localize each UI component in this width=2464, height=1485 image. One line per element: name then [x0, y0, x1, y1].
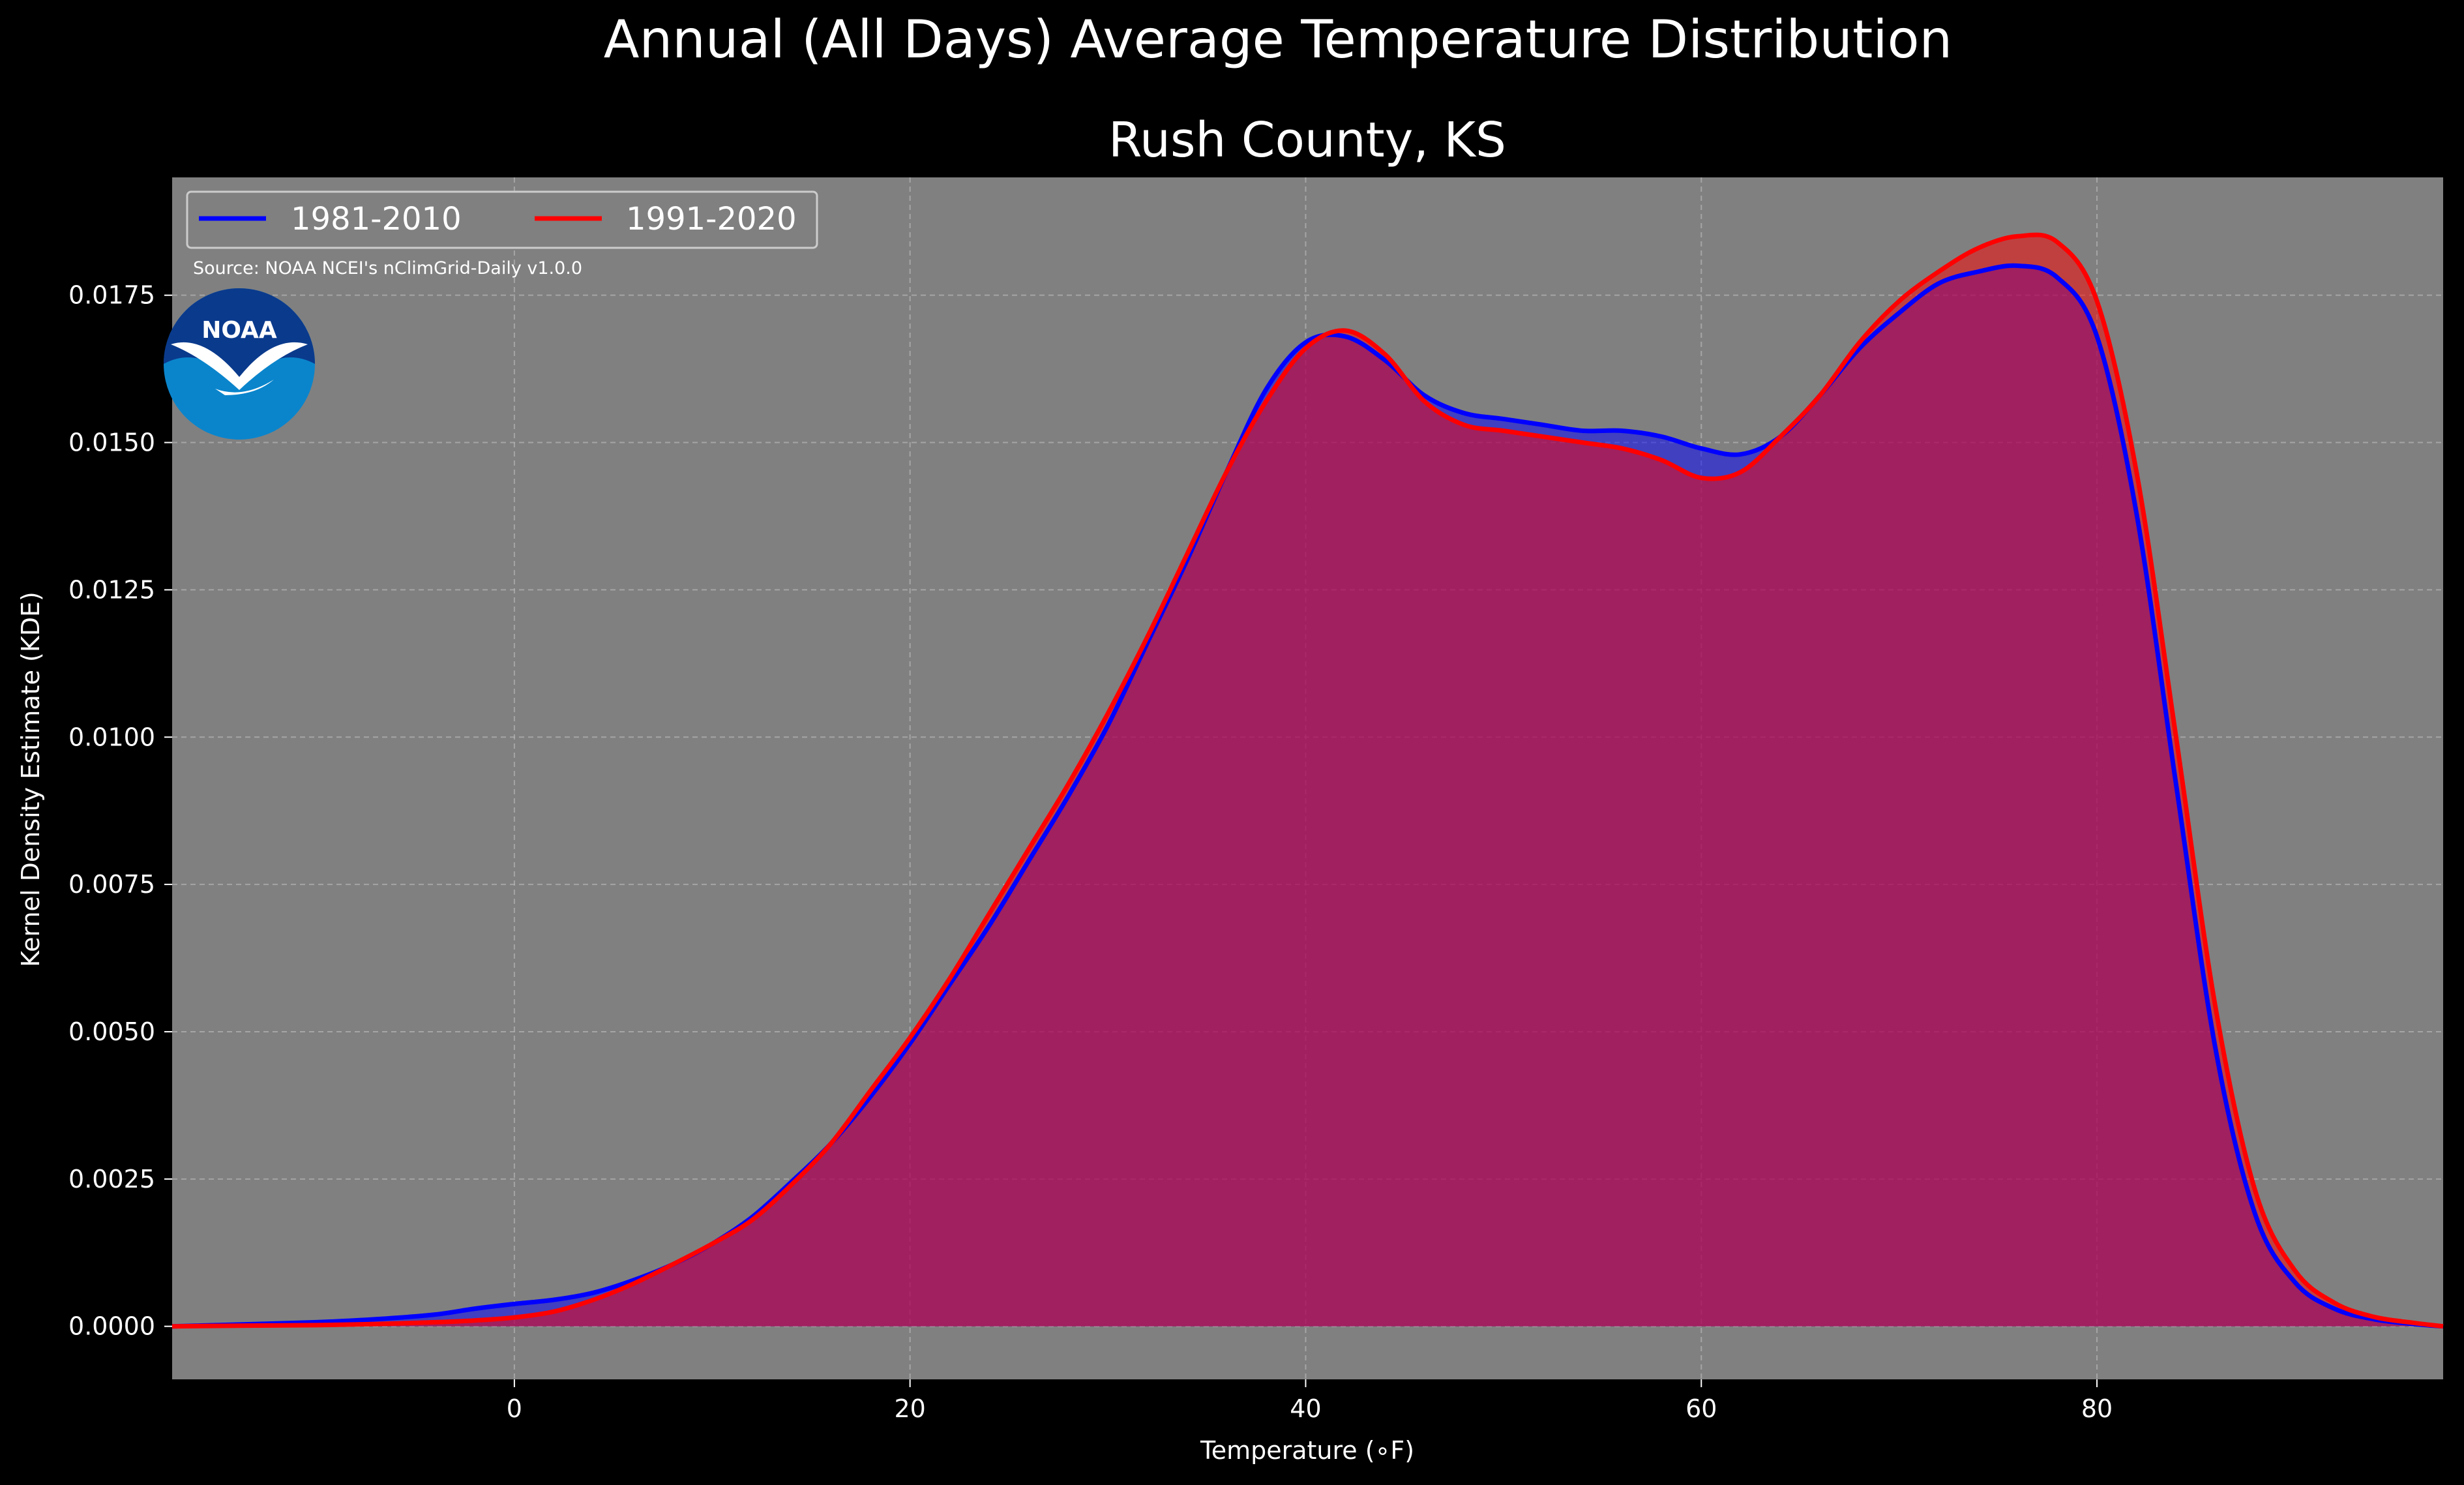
density-fill-1991-2020 [172, 235, 2443, 1327]
figure-suptitle: Annual (All Days) Average Temperature Di… [604, 9, 1952, 70]
legend-label-1991-2020: 1991-2020 [626, 201, 797, 237]
x-tick-label: 40 [1290, 1394, 1321, 1423]
noaa-logo: NOAA [164, 288, 315, 440]
source-note: Source: NOAA NCEI's nClimGrid-Daily v1.0… [193, 258, 582, 278]
legend: 1981-2010 1991-2020 [186, 190, 818, 249]
noaa-logo-text: NOAA [201, 317, 277, 344]
x-tick-label: 20 [894, 1394, 925, 1423]
y-tick-label: 0.0050 [68, 1017, 155, 1046]
y-tick-label: 0.0000 [68, 1312, 155, 1341]
x-axis-label: Temperature (∘F) [1200, 1436, 1414, 1465]
legend-box [186, 190, 818, 249]
y-axis-label: Kernel Density Estimate (KDE) [16, 592, 45, 967]
y-tick-label: 0.0100 [68, 723, 155, 751]
axis-ticks: 0 20 40 60 80 0.0000 0.0025 0.0050 0.0075 0.0100 0… [68, 281, 2113, 1423]
density-series [171, 232, 2444, 1329]
noaa-seagull-tail-icon [215, 380, 274, 395]
legend-label-1981-2010: 1981-2010 [291, 201, 462, 237]
y-tick-label: 0.0025 [68, 1165, 155, 1193]
noaa-seagull-icon [171, 342, 308, 390]
x-tick-label: 80 [2081, 1394, 2113, 1423]
y-tick-label: 0.0125 [68, 575, 155, 604]
y-tick-label: 0.0175 [68, 281, 155, 310]
chart-title: Rush County, KS [1108, 112, 1506, 168]
x-tick-label: 0 [507, 1394, 522, 1423]
x-tick-label: 60 [1685, 1394, 1717, 1423]
y-tick-label: 0.0075 [68, 870, 155, 899]
density-line-1991-2020 [171, 232, 2444, 1329]
noaa-logo-upper-half [164, 288, 315, 383]
y-tick-label: 0.0150 [68, 428, 155, 457]
